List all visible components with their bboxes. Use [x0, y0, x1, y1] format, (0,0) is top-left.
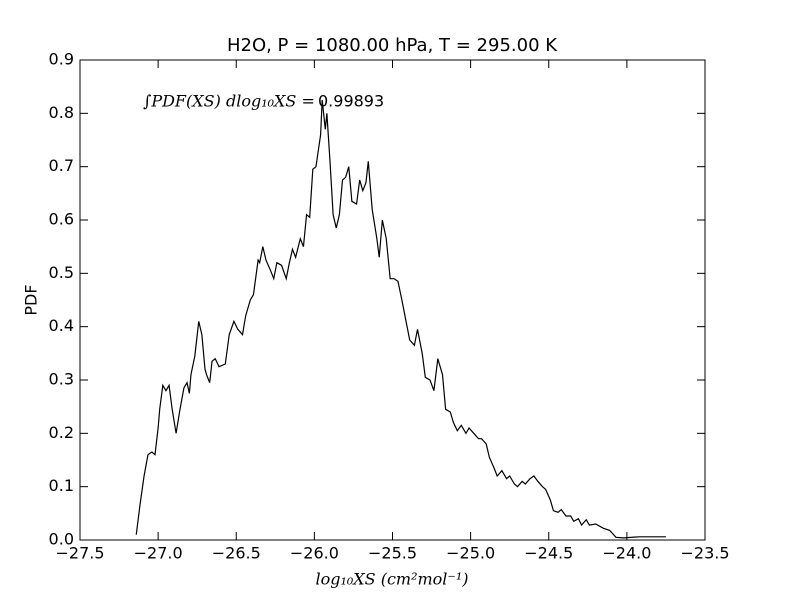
y-tick-label: 0.7 — [49, 156, 74, 175]
x-tick-label: −23.5 — [680, 544, 729, 563]
x-tick-label: −26.5 — [212, 544, 261, 563]
x-tick-label: −27.0 — [134, 544, 183, 563]
chart-title: H2O, P = 1080.00 hPa, T = 295.00 K — [227, 35, 558, 56]
y-tick-label: 0.8 — [49, 103, 74, 122]
data-line — [135, 99, 666, 539]
y-tick-label: 0.1 — [49, 476, 74, 495]
y-tick-label: 0.6 — [49, 210, 74, 229]
annotation-value: 0.99893 — [318, 92, 384, 111]
x-tick-label: −24.5 — [524, 544, 573, 563]
y-tick-label: 0.3 — [49, 370, 74, 389]
y-tick-label: 0.2 — [49, 423, 74, 442]
y-axis-label: PDF — [22, 284, 41, 315]
x-tick-label: −25.0 — [446, 544, 495, 563]
x-tick-label: −24.0 — [602, 544, 651, 563]
y-tick-label: 0.4 — [49, 316, 74, 335]
annotation-formula: ∫PDF(XS) dlog₁₀XS = — [143, 92, 315, 111]
y-tick-label: 0.9 — [49, 50, 74, 69]
y-tick-label: 0.0 — [49, 530, 74, 549]
x-axis-label: log₁₀XS (cm²mol⁻¹) — [315, 570, 468, 589]
x-tick-label: −26.0 — [290, 544, 339, 563]
x-tick-label: −25.5 — [368, 544, 417, 563]
x-tick-label: −27.5 — [55, 544, 104, 563]
plot-frame — [79, 59, 706, 541]
y-tick-label: 0.5 — [49, 263, 74, 282]
